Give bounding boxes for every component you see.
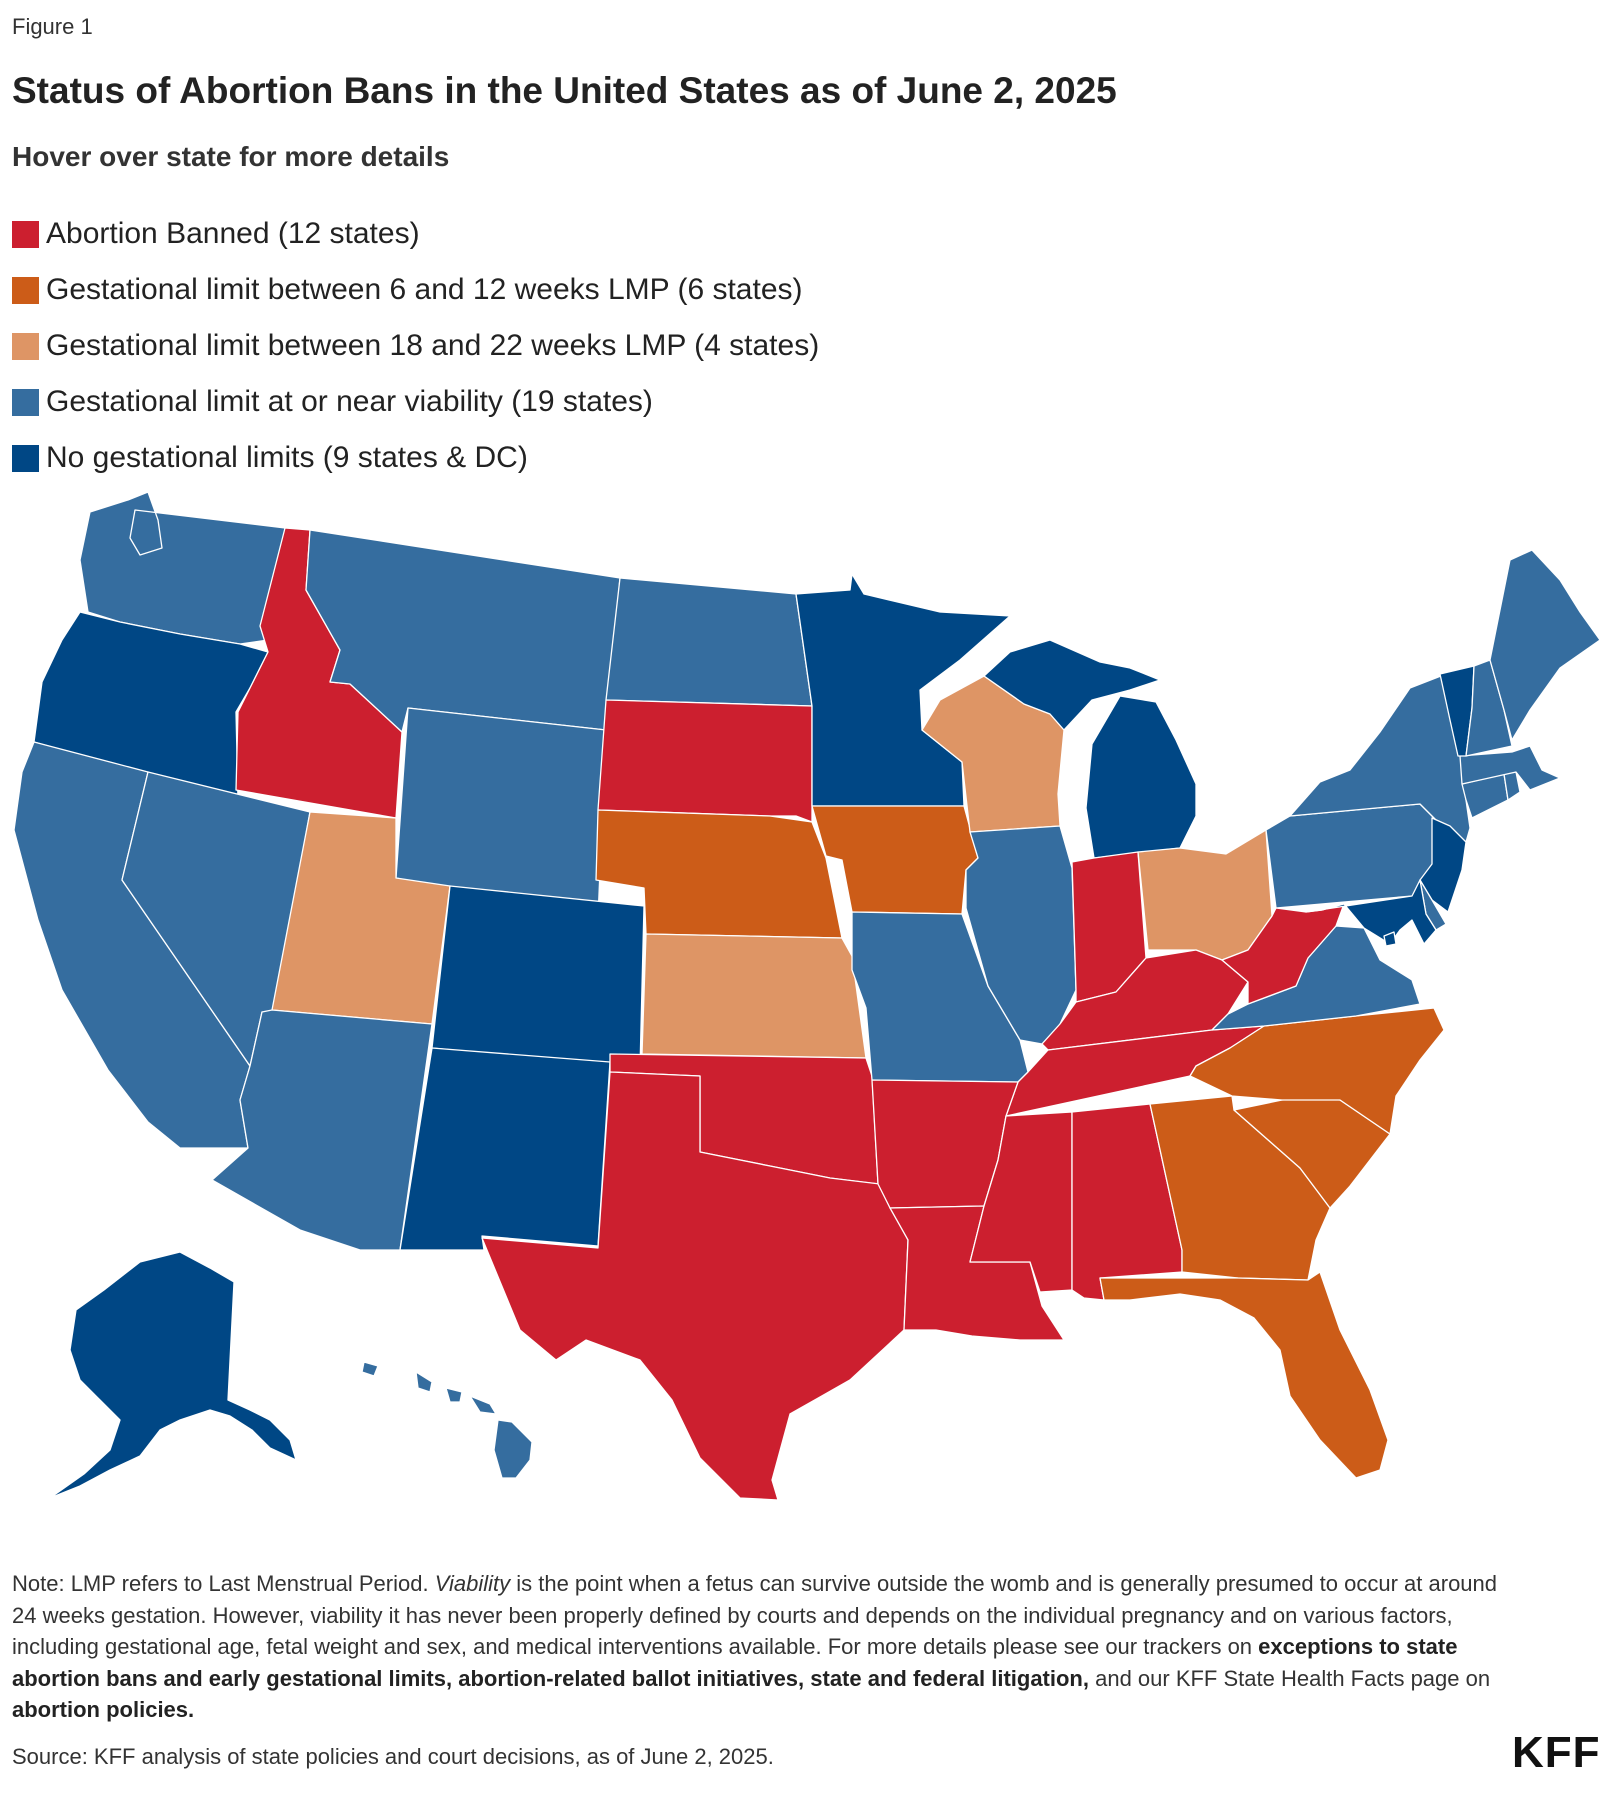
legend: Abortion Banned (12 states) Gestational …: [12, 206, 819, 486]
legend-item-18-22-weeks: Gestational limit between 18 and 22 week…: [12, 318, 819, 374]
legend-label-viability: Gestational limit at or near viability (…: [46, 385, 653, 418]
state-alaska[interactable]: [49, 1251, 297, 1499]
state-arizona[interactable]: [211, 1009, 433, 1251]
legend-label-18-22-weeks: Gestational limit between 18 and 22 week…: [46, 329, 820, 362]
chart-title: Status of Abortion Bans in the United St…: [12, 70, 1117, 111]
state-massachusetts[interactable]: [1459, 745, 1561, 791]
legend-item-banned: Abortion Banned (12 states): [12, 206, 819, 262]
state-mississippi[interactable]: [969, 1111, 1073, 1293]
note-link-trackers[interactable]: exceptions to state abortion bans and ea…: [12, 1634, 1458, 1691]
state-florida[interactable]: [1099, 1271, 1389, 1479]
legend-swatch-18-22-weeks: [12, 332, 39, 360]
state-washington[interactable]: [79, 491, 286, 645]
state-hawaii[interactable]: [361, 1361, 533, 1479]
footnote: Note: LMP refers to Last Menstrual Perio…: [12, 1568, 1502, 1726]
note-text-2: is the point when a fetus can survive ou…: [12, 1571, 1498, 1659]
state-maine[interactable]: [1489, 549, 1601, 741]
source-line: Source: KFF analysis of state policies a…: [12, 1744, 774, 1769]
legend-swatch-6-12-weeks: [12, 276, 39, 304]
state-ohio[interactable]: [1137, 829, 1273, 961]
legend-swatch-viability: [12, 388, 39, 416]
figure-label: Figure 1: [12, 14, 93, 39]
legend-label-6-12-weeks: Gestational limit between 6 and 12 weeks…: [46, 273, 803, 306]
state-new-mexico[interactable]: [399, 1047, 611, 1251]
note-viability-term: Viability: [434, 1571, 511, 1596]
state-north-dakota[interactable]: [605, 577, 813, 707]
legend-swatch-banned: [12, 220, 39, 248]
state-south-dakota[interactable]: [597, 699, 813, 823]
note-text-3: and our KFF State Health Facts page on: [1088, 1665, 1491, 1691]
state-colorado[interactable]: [431, 885, 645, 1069]
state-oregon[interactable]: [33, 611, 269, 801]
note-link-abortion-policies[interactable]: abortion policies.: [12, 1697, 195, 1722]
state-georgia[interactable]: [1149, 1095, 1331, 1281]
state-illinois[interactable]: [965, 825, 1077, 1045]
legend-item-viability: Gestational limit at or near viability (…: [12, 374, 819, 430]
legend-swatch-no-limits: [12, 444, 39, 472]
legend-label-no-limits: No gestational limits (9 states & DC): [46, 441, 528, 474]
state-north-carolina[interactable]: [1189, 1007, 1445, 1135]
state-kansas[interactable]: [641, 933, 867, 1059]
legend-item-no-limits: No gestational limits (9 states & DC): [12, 430, 819, 486]
chart-subtitle: Hover over state for more details: [12, 141, 450, 172]
legend-label-banned: Abortion Banned (12 states): [46, 217, 420, 250]
kff-logo: KFF: [1512, 1728, 1601, 1777]
note-text-1: Note: LMP refers to Last Menstrual Perio…: [12, 1571, 435, 1596]
state-maryland[interactable]: [1305, 879, 1437, 945]
state-michigan-upper[interactable]: [983, 639, 1161, 731]
state-texas[interactable]: [481, 1071, 909, 1501]
us-states-map: [13, 491, 1601, 1501]
state-new-jersey[interactable]: [1419, 817, 1467, 913]
state-district-of-columbia[interactable]: [1383, 931, 1397, 947]
state-michigan-lower[interactable]: [1085, 695, 1197, 859]
legend-item-6-12-weeks: Gestational limit between 6 and 12 weeks…: [12, 262, 819, 318]
state-iowa[interactable]: [811, 805, 979, 915]
